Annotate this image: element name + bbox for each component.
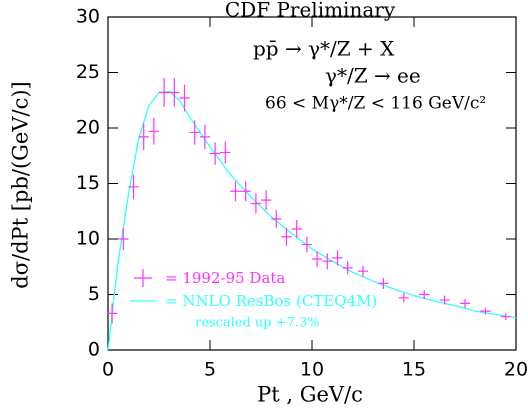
x-tick-label: 15 [402,359,426,381]
data-point [106,303,118,324]
x-tick-label: 5 [204,359,216,381]
data-point [342,261,353,275]
data-point [199,124,210,150]
annotation: 66 < Mγ*/Z < 116 GeV/c² [265,94,486,114]
data-point [230,181,241,202]
data-point [332,250,343,266]
data-point [159,78,170,107]
x-tick-label: 0 [102,359,114,381]
data-point [281,227,292,246]
data-point [419,290,430,299]
data-point [500,313,511,321]
data-point [301,236,312,253]
x-tick-label: 10 [300,359,324,381]
data-point [128,174,139,200]
data-point [459,298,471,308]
y-tick-label: 20 [76,117,100,139]
annotation: pp̄ → γ*/Z + X [253,37,395,61]
legend-marker [134,269,152,287]
annotation: rescaled up +7.3% [195,316,320,331]
legend-label: = 1992-95 Data [165,269,285,287]
data-point [322,253,333,269]
x-axis-label: Pt , GeV/c [257,383,363,407]
data-point [179,84,190,112]
data-point [312,251,323,267]
y-tick-label: 0 [88,339,100,361]
theory-curve [107,90,517,351]
data-point [138,123,149,151]
data-point [210,142,221,165]
y-tick-label: 15 [76,172,100,194]
data-point [398,293,409,303]
data-point [250,193,261,214]
data-point [357,265,369,277]
data-point [271,210,282,228]
y-tick-label: 10 [76,228,100,250]
data-point [439,295,450,305]
y-axis-label: dσ/dPt [pb/(GeV/c)] [9,81,33,288]
data-point [148,118,159,145]
y-tick-label: 5 [88,283,100,305]
annotation: γ*/Z → ee [325,64,421,88]
y-tick-label: 30 [76,6,100,28]
data-point [118,227,129,251]
data-point [220,141,231,164]
chart-title: CDF Preliminary [225,0,396,22]
data-point [291,220,302,238]
x-tick-label: 20 [504,359,528,381]
data-point [261,190,272,211]
legend-label: = NNLO ResBos (CTEQ4M) [165,292,377,310]
data-point [169,78,180,107]
data-point [240,181,251,202]
data-point [189,120,200,145]
y-tick-label: 25 [76,61,100,83]
data-point [378,277,389,289]
data-point [480,307,491,315]
